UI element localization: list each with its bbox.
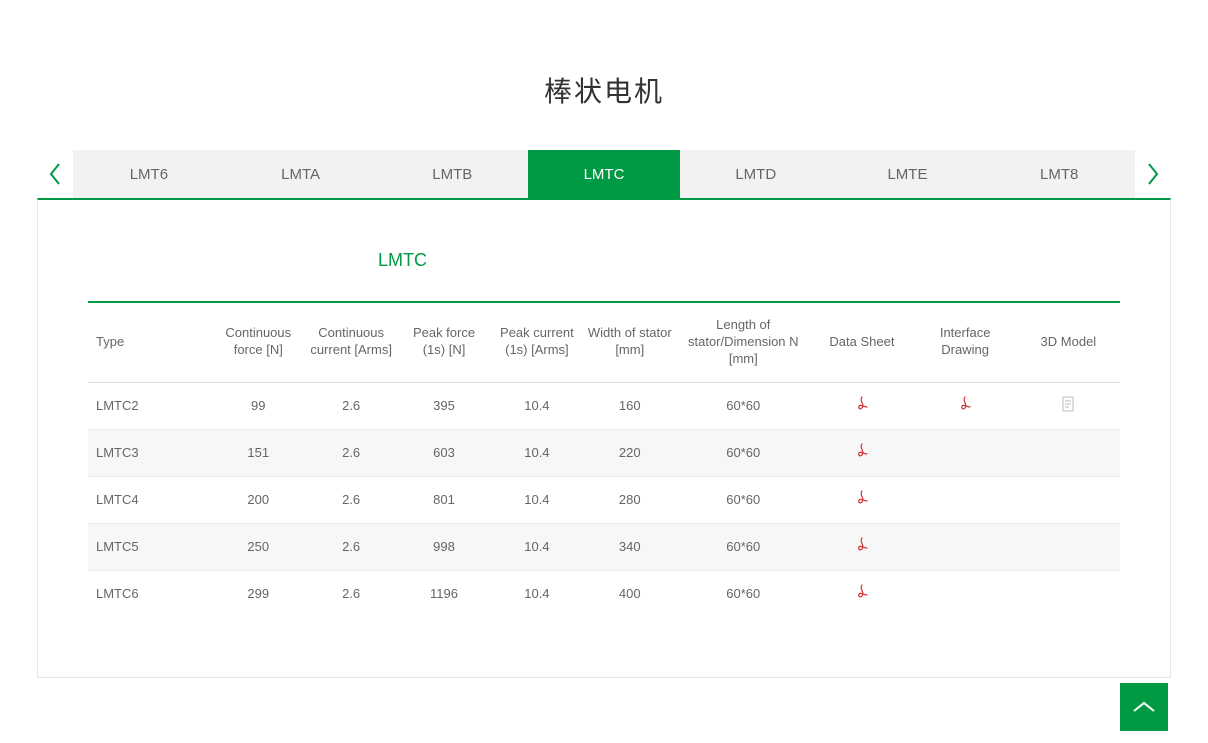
column-header: 3D Model — [1017, 302, 1120, 382]
tab-lmt8[interactable]: LMT8 — [983, 150, 1135, 198]
pdf-icon[interactable] — [855, 584, 869, 600]
table-cell — [1017, 429, 1120, 476]
tabs: LMT6LMTALMTBLMTCLMTDLMTELMT8 — [37, 150, 1171, 198]
tab-lmtb[interactable]: LMTB — [376, 150, 528, 198]
pdf-icon[interactable] — [855, 396, 869, 412]
tab-lmta[interactable]: LMTA — [225, 150, 377, 198]
table-cell: 299 — [212, 570, 305, 617]
pdf-icon[interactable] — [855, 537, 869, 553]
column-header: Width of stator [mm] — [583, 302, 676, 382]
tab-lmtd[interactable]: LMTD — [680, 150, 832, 198]
tab-lmtc[interactable]: LMTC — [528, 150, 680, 198]
chevron-up-icon — [1132, 700, 1156, 714]
table-cell: 603 — [398, 429, 491, 476]
table-cell: 10.4 — [490, 570, 583, 617]
table-cell: 280 — [583, 476, 676, 523]
table-row: LMTC62992.6119610.440060*60 — [88, 570, 1120, 617]
content-card: LMTC TypeContinuous force [N]Continuous … — [37, 198, 1171, 678]
table-cell: LMTC2 — [88, 382, 212, 429]
table-cell: 220 — [583, 429, 676, 476]
column-header: Continuous current [Arms] — [305, 302, 398, 382]
table-cell: 151 — [212, 429, 305, 476]
table-cell: 340 — [583, 523, 676, 570]
table-cell — [914, 429, 1017, 476]
spec-table: TypeContinuous force [N]Continuous curre… — [88, 301, 1120, 617]
table-cell: 998 — [398, 523, 491, 570]
table-cell: 60*60 — [676, 476, 810, 523]
column-header: Peak force (1s) [N] — [398, 302, 491, 382]
pdf-icon[interactable] — [958, 396, 972, 412]
table-cell — [914, 523, 1017, 570]
table-cell: LMTC4 — [88, 476, 212, 523]
file-icon[interactable] — [1061, 396, 1075, 412]
tab-lmt6[interactable]: LMT6 — [73, 150, 225, 198]
table-cell: 395 — [398, 382, 491, 429]
table-cell: 60*60 — [676, 523, 810, 570]
scroll-top-button[interactable] — [1120, 683, 1168, 731]
tabs-prev-arrow[interactable] — [37, 150, 73, 198]
table-row: LMTC2992.639510.416060*60 — [88, 382, 1120, 429]
table-cell — [1017, 476, 1120, 523]
table-cell: 2.6 — [305, 523, 398, 570]
column-header: Data Sheet — [810, 302, 913, 382]
table-cell — [914, 570, 1017, 617]
table-cell: 2.6 — [305, 570, 398, 617]
table-row: LMTC42002.680110.428060*60 — [88, 476, 1120, 523]
table-cell: 10.4 — [490, 476, 583, 523]
table-cell: LMTC6 — [88, 570, 212, 617]
table-cell: 400 — [583, 570, 676, 617]
table-cell: 801 — [398, 476, 491, 523]
table-cell — [810, 429, 913, 476]
chevron-left-icon — [48, 162, 62, 186]
column-header: Continuous force [N] — [212, 302, 305, 382]
tabs-next-arrow[interactable] — [1135, 150, 1171, 198]
table-cell: 200 — [212, 476, 305, 523]
column-header: Length of stator/Dimension N [mm] — [676, 302, 810, 382]
table-row: LMTC52502.699810.434060*60 — [88, 523, 1120, 570]
table-cell: 60*60 — [676, 570, 810, 617]
tabs-container: LMT6LMTALMTBLMTCLMTDLMTELMT8 — [37, 150, 1171, 198]
table-cell: LMTC5 — [88, 523, 212, 570]
table-cell: 1196 — [398, 570, 491, 617]
table-cell — [810, 382, 913, 429]
table-cell — [1017, 382, 1120, 429]
table-cell: 60*60 — [676, 429, 810, 476]
table-cell — [810, 570, 913, 617]
pdf-icon[interactable] — [855, 443, 869, 459]
section-title: LMTC — [378, 250, 1120, 271]
table-cell: 160 — [583, 382, 676, 429]
tab-lmte[interactable]: LMTE — [832, 150, 984, 198]
table-cell: 2.6 — [305, 476, 398, 523]
table-cell: 2.6 — [305, 429, 398, 476]
table-cell: 60*60 — [676, 382, 810, 429]
column-header: Type — [88, 302, 212, 382]
table-cell — [810, 476, 913, 523]
table-cell: LMTC3 — [88, 429, 212, 476]
table-row: LMTC31512.660310.422060*60 — [88, 429, 1120, 476]
table-cell — [1017, 523, 1120, 570]
table-cell: 99 — [212, 382, 305, 429]
table-cell: 10.4 — [490, 382, 583, 429]
table-cell: 10.4 — [490, 429, 583, 476]
pdf-icon[interactable] — [855, 490, 869, 506]
table-cell: 10.4 — [490, 523, 583, 570]
column-header: Interface Drawing — [914, 302, 1017, 382]
chevron-right-icon — [1146, 162, 1160, 186]
table-cell: 250 — [212, 523, 305, 570]
column-header: Peak current (1s) [Arms] — [490, 302, 583, 382]
page-title: 棒状电机 — [0, 0, 1208, 150]
table-cell — [810, 523, 913, 570]
table-cell — [914, 382, 1017, 429]
table-cell: 2.6 — [305, 382, 398, 429]
table-cell — [914, 476, 1017, 523]
table-cell — [1017, 570, 1120, 617]
